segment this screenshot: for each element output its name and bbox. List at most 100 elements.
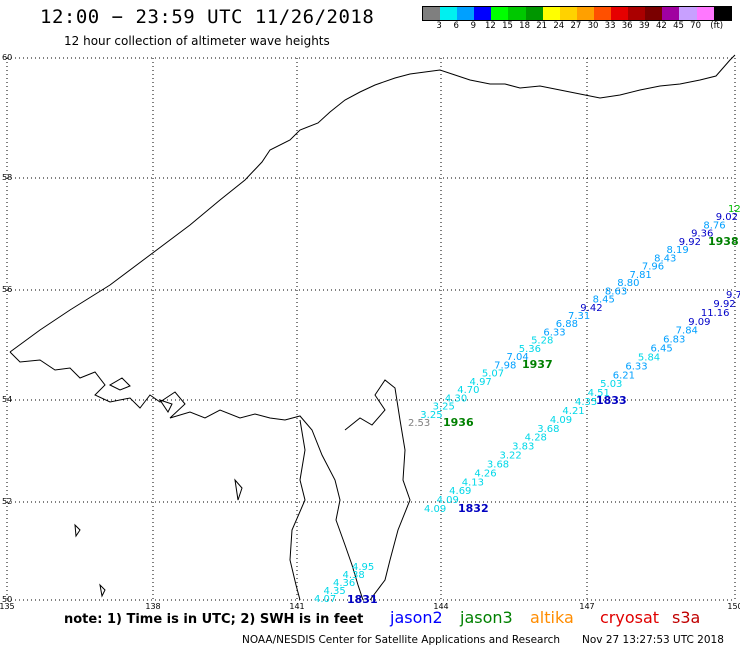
wave-height-value: 4.09 [437, 495, 459, 506]
wave-height-value: 2.53 [408, 418, 430, 429]
color-scale-bar [422, 6, 732, 21]
wave-height-value: 4.09 [550, 415, 572, 426]
color-scale-label: 42 [655, 21, 667, 31]
wave-height-value: 9.75 [726, 290, 740, 301]
lat-label: 54 [2, 395, 12, 404]
wave-height-value: 9.09 [688, 317, 710, 328]
lat-label: 60 [2, 53, 12, 62]
wave-height-value: 4.21 [562, 406, 584, 417]
pass-label: 1936 [443, 416, 474, 429]
lon-label: 138 [145, 602, 160, 611]
satellite-tracks: 129.028.769.369.928.198.437.967.818.808.… [314, 204, 740, 606]
pass-label: 1937 [522, 358, 553, 371]
wave-height-value: 4.07 [314, 594, 336, 605]
color-scale-label: 15 [502, 21, 513, 31]
color-swatch [628, 7, 646, 20]
pass-label: 1833 [596, 394, 627, 407]
wave-height-value: 12 [728, 204, 740, 215]
satellite-name: jason2 [390, 608, 443, 627]
color-scale-label: 45 [673, 21, 684, 31]
color-scale-labels: 3 6 9 12 15 18 21 24 27 30 33 36 39 42 45 70 (ft) [422, 21, 740, 33]
color-scale-label: 3 [436, 21, 442, 31]
wave-height-value: 4.09 [424, 504, 446, 515]
wave-height-value: 9.36 [691, 229, 713, 240]
lat-label: 58 [2, 173, 12, 182]
satellite-name: jason3 [460, 608, 513, 627]
pass-label: 1832 [458, 502, 489, 515]
page-subtitle: 12 hour collection of altimeter wave hei… [64, 34, 330, 48]
color-swatch [679, 7, 697, 20]
small-islands [74, 377, 243, 598]
color-scale-label: 27 [570, 21, 582, 31]
wave-height-value: 4.36 [333, 578, 355, 589]
color-swatch [542, 7, 560, 20]
wave-height-value: 4.28 [525, 433, 547, 444]
pass-label: 1938 [708, 235, 739, 248]
satellite-name: altika [530, 608, 574, 627]
credit-text: NOAA/NESDIS Center for Satellite Applica… [242, 634, 560, 646]
wave-height-value: 8.45 [593, 295, 615, 306]
wave-height-value: 3.22 [500, 451, 522, 462]
color-swatch [611, 7, 629, 20]
wave-height-value: 6.45 [651, 344, 673, 355]
wave-height-value: 4.35 [575, 397, 597, 408]
color-scale-label: 18 [519, 21, 531, 31]
color-swatch [576, 7, 594, 20]
lon-label: 147 [579, 602, 594, 611]
wave-height-value: 4.30 [445, 393, 467, 404]
color-swatch [423, 7, 441, 20]
lat-label: 56 [2, 285, 12, 294]
wave-height-value: 5.07 [482, 369, 504, 380]
wave-height-value: 8.43 [654, 253, 676, 264]
coastline [9, 54, 736, 601]
wave-height-value: 3.68 [537, 424, 559, 435]
wave-height-value: 4.26 [474, 468, 496, 479]
color-scale-label: 12 [484, 21, 496, 31]
page-title: 12:00 − 23:59 UTC 11/26/2018 [40, 6, 375, 28]
wave-height-value: 3.68 [487, 459, 509, 470]
wave-height-value: 4.35 [324, 586, 346, 597]
wave-height-value: 3.83 [512, 442, 534, 453]
wave-height-value: 5.36 [519, 344, 541, 355]
wave-height-value: 5.03 [600, 379, 622, 390]
wave-height-value: 4.95 [352, 562, 374, 573]
color-scale-label: 33 [604, 21, 616, 31]
color-scale-label: 9 [470, 21, 477, 31]
wave-height-value: 4.69 [449, 486, 471, 497]
wave-height-value: 8.19 [666, 245, 688, 256]
color-swatch [525, 7, 543, 20]
pass-label: 1831 [347, 593, 378, 606]
wave-height-value: 11.16 [701, 308, 730, 319]
satellite-name: cryosat [600, 608, 660, 627]
lon-label: 135 [0, 602, 15, 611]
wave-height-value: 4.51 [588, 388, 610, 399]
wave-height-value: 4.97 [470, 377, 492, 388]
color-scale-label: 36 [621, 21, 633, 31]
lat-label: 50 [2, 595, 12, 604]
coastline-south-west [9, 351, 411, 601]
color-swatch [457, 7, 475, 20]
wave-height-value: 5.84 [638, 352, 660, 363]
color-scale-label: 24 [553, 21, 565, 31]
color-scale-label: 70 [690, 21, 702, 31]
lon-label: 144 [433, 602, 448, 611]
color-swatch [508, 7, 526, 20]
sakhalin-island [289, 419, 306, 601]
wave-height-value: 8.80 [617, 278, 639, 289]
coastline-north [9, 54, 736, 353]
color-swatch [474, 7, 492, 20]
lat-label: 52 [2, 497, 12, 506]
wave-height-value: 5.28 [531, 336, 553, 347]
lon-label: 150 [727, 602, 740, 611]
wave-height-value: 7.98 [494, 360, 516, 371]
color-swatch [440, 7, 458, 20]
color-swatch [559, 7, 577, 20]
color-swatch [593, 7, 612, 20]
color-scale-label: 39 [638, 21, 650, 31]
wave-height-value: 7.84 [676, 326, 698, 337]
satellite-name: s3a [672, 608, 701, 627]
wave-height-value: 4.38 [343, 570, 365, 581]
color-scale-label: (ft) [710, 21, 724, 31]
